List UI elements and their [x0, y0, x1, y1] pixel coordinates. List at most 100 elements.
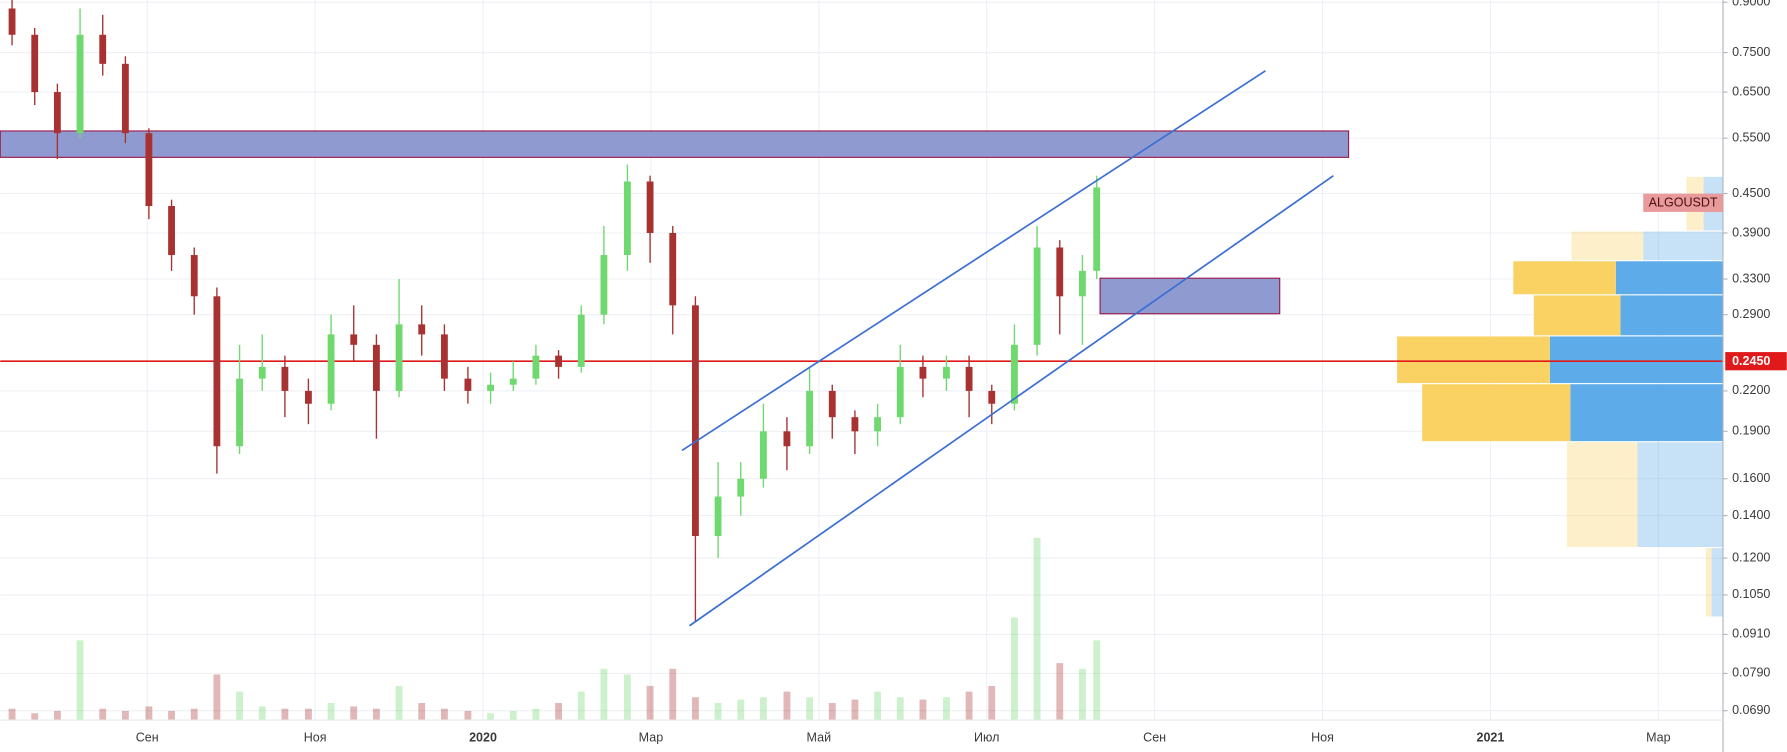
- trend-line: [681, 70, 1266, 452]
- candle-body: [258, 366, 266, 379]
- candle-body: [1033, 247, 1041, 345]
- volume-bar: [53, 710, 61, 721]
- y-tick-label: 0.1600: [1732, 471, 1770, 485]
- volume-bar: [691, 697, 699, 721]
- candle-body: [874, 417, 882, 432]
- candle-body: [440, 334, 448, 379]
- candle-body: [646, 181, 654, 233]
- volume-bar: [1033, 537, 1041, 721]
- candle-body: [53, 92, 61, 134]
- x-tick-label: Май: [807, 731, 832, 745]
- candle-body: [965, 366, 973, 391]
- candle-body: [8, 8, 16, 35]
- volume-bar: [372, 708, 380, 721]
- volume-bar: [509, 710, 517, 721]
- y-tick-label: 0.2200: [1732, 383, 1770, 397]
- candle-body: [372, 344, 380, 391]
- volume-bar: [418, 703, 426, 721]
- candle-body: [1079, 270, 1086, 297]
- volume-bar: [281, 708, 289, 721]
- candle-body: [555, 355, 562, 367]
- candle-body: [31, 34, 39, 93]
- candle-body: [281, 366, 289, 391]
- y-tick-label: 0.0690: [1732, 703, 1770, 717]
- y-tick-label: 0.4500: [1732, 186, 1770, 200]
- volume-bar: [99, 708, 107, 721]
- trend-line: [689, 174, 1334, 627]
- x-tick-label: Сен: [136, 731, 159, 745]
- x-tick-label: Ноя: [304, 731, 327, 745]
- y-tick-label: 0.1400: [1732, 508, 1770, 522]
- candle-body: [714, 496, 722, 537]
- volume-bar: [350, 706, 358, 721]
- price-line-label: 0.2450: [1732, 354, 1770, 368]
- symbol-label-box: [1643, 193, 1723, 212]
- volume-bar: [806, 697, 814, 721]
- profile-sell: [1711, 548, 1723, 617]
- volume-bar: [121, 710, 129, 721]
- x-tick-label: 2020: [469, 731, 497, 745]
- profile-buy: [1422, 384, 1571, 442]
- candle-body: [418, 324, 426, 335]
- volume-bar: [213, 674, 221, 721]
- profile-buy: [1571, 231, 1644, 261]
- x-tick-label: Мар: [639, 731, 664, 745]
- candle-body: [943, 366, 950, 379]
- candle-body: [988, 390, 996, 404]
- trend-lines: [681, 70, 1334, 627]
- volume-bar: [874, 691, 882, 721]
- y-tick-label: 0.6500: [1732, 84, 1770, 98]
- candle-body: [236, 378, 243, 447]
- y-tick-label: 0.1050: [1732, 587, 1770, 601]
- volume-bar: [1011, 617, 1018, 721]
- volume-bar: [258, 706, 266, 721]
- candle-body: [395, 324, 403, 391]
- candle-body: [623, 181, 631, 256]
- x-tick-label: 2021: [1477, 731, 1505, 745]
- volume-bar: [919, 699, 927, 721]
- volume-bar: [600, 668, 608, 721]
- volume-bar: [1093, 640, 1101, 721]
- candle-body: [577, 314, 585, 367]
- volume-bar: [440, 708, 448, 721]
- volume-bar: [1056, 663, 1064, 721]
- volume-bar: [943, 697, 950, 721]
- candles: [8, 0, 1101, 623]
- profile-buy: [1513, 261, 1616, 295]
- volume-bar: [623, 674, 631, 721]
- volume-bar: [828, 703, 836, 721]
- volume-bar: [31, 713, 39, 721]
- candle-body: [168, 206, 175, 256]
- candle-body: [806, 390, 814, 447]
- y-tick-label: 0.7500: [1732, 45, 1770, 59]
- candle-body: [737, 478, 745, 497]
- candle-body: [691, 305, 699, 537]
- candle-body: [76, 34, 84, 134]
- zone: [0, 130, 1350, 158]
- volume-bar: [168, 710, 175, 721]
- profile-sell: [1637, 442, 1723, 548]
- candle-body: [509, 378, 517, 385]
- y-tick-label: 0.0910: [1732, 627, 1770, 641]
- profile-buy: [1533, 295, 1621, 336]
- x-tick-label: Ноя: [1311, 731, 1334, 745]
- volume-bar: [236, 691, 243, 721]
- profile-buy: [1397, 336, 1550, 384]
- volume-bar: [577, 691, 585, 721]
- volume-bar: [783, 691, 791, 721]
- volume-layer: [8, 537, 1101, 721]
- volume-bar: [395, 685, 403, 721]
- profile-buy: [1705, 548, 1712, 617]
- candle-body: [190, 255, 198, 297]
- volume-bar: [555, 703, 562, 721]
- candle-body: [783, 431, 791, 447]
- candle-body: [327, 334, 335, 404]
- volume-bar: [737, 699, 745, 721]
- candle-body: [919, 366, 927, 379]
- y-tick-label: 0.5500: [1732, 130, 1770, 144]
- candle-body: [669, 232, 677, 306]
- candle-body: [896, 366, 904, 418]
- x-tick-label: Сен: [1143, 731, 1166, 745]
- y-tick-label: 0.0790: [1732, 666, 1770, 680]
